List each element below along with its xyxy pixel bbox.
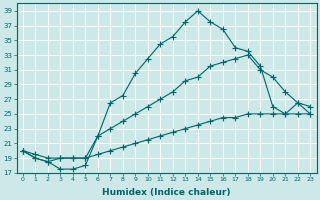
X-axis label: Humidex (Indice chaleur): Humidex (Indice chaleur): [102, 188, 231, 197]
